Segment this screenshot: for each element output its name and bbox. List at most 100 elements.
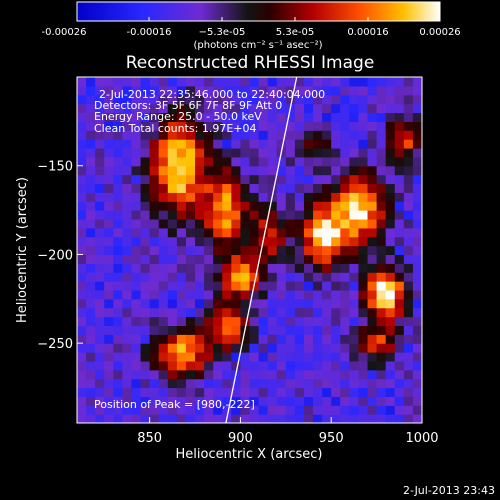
heatmap-cell (95, 263, 105, 273)
heatmap-cell (285, 369, 296, 380)
heatmap-cell (213, 192, 223, 202)
heatmap-cell (267, 147, 278, 158)
heatmap-cell (122, 218, 133, 229)
heatmap-cell (167, 334, 178, 344)
heatmap-cell (313, 414, 323, 423)
heatmap-cell (140, 139, 151, 149)
heatmap-cell (122, 147, 133, 158)
heatmap-cell (249, 147, 260, 158)
heatmap-cell (77, 325, 87, 335)
heatmap-cell (394, 325, 405, 335)
heatmap-cell (340, 139, 350, 149)
heatmap-cell (113, 272, 123, 282)
heatmap-cell (131, 254, 142, 264)
heatmap-cell (158, 325, 169, 335)
heatmap-cell (240, 387, 251, 397)
heatmap-cell (213, 85, 223, 96)
heatmap-cell (331, 183, 341, 193)
heatmap-cell (213, 77, 223, 87)
heatmap-cell (340, 227, 350, 238)
heatmap-cell (86, 210, 96, 220)
heatmap-cell (149, 77, 160, 87)
heatmap-cell (131, 85, 142, 96)
heatmap-cell (340, 289, 350, 300)
heatmap-cell (394, 227, 405, 238)
heatmap-cell (313, 245, 323, 256)
heatmap-cell (113, 147, 123, 158)
heatmap-cell (231, 281, 242, 291)
heatmap-cell (349, 85, 360, 96)
heatmap-cell (358, 165, 369, 176)
heatmap-cell (367, 165, 378, 176)
heatmap-cell (276, 378, 287, 389)
heatmap-cell (131, 112, 142, 122)
heatmap-cell (158, 183, 169, 193)
heatmap-cell (149, 378, 160, 389)
heatmap-cell (240, 147, 251, 158)
heatmap-cell (349, 414, 360, 423)
heatmap-cell (322, 192, 332, 202)
heatmap-cell (131, 396, 142, 406)
heatmap-cell (285, 245, 296, 256)
heatmap-cell (213, 121, 223, 131)
heatmap-cell (394, 77, 405, 87)
heatmap-cell (349, 254, 360, 264)
heatmap-cell (340, 378, 350, 389)
annotation-clean-counts: Clean Total counts: 1.97E+04 (94, 122, 257, 135)
heatmap-cell (340, 298, 350, 309)
heatmap-cell (140, 254, 151, 264)
heatmap-cell (367, 218, 378, 229)
heatmap-cell (231, 387, 242, 397)
heatmap-cell (95, 236, 105, 247)
heatmap-cell (303, 414, 314, 423)
heatmap-cell (276, 387, 287, 397)
heatmap-cell (231, 121, 242, 131)
heatmap-cell (195, 325, 205, 335)
heatmap-cell (385, 147, 396, 158)
heatmap-cell (122, 130, 133, 140)
heatmap-cell (167, 112, 178, 122)
heatmap-cell (294, 85, 305, 96)
heatmap-cell (349, 396, 360, 406)
heatmap-cell (303, 227, 314, 238)
heatmap-cell (412, 360, 422, 371)
heatmap-cell (86, 298, 96, 309)
heatmap-cell (258, 130, 269, 140)
heatmap-cell (131, 325, 142, 335)
heatmap-cell (131, 245, 142, 256)
heatmap-cell (322, 396, 332, 406)
heatmap-cell (77, 174, 87, 185)
heatmap-cell (394, 272, 405, 282)
heatmap-cell (303, 289, 314, 300)
heatmap-cell (376, 77, 387, 87)
heatmap-cell (331, 360, 341, 371)
heatmap-cell (113, 254, 123, 264)
heatmap-cell (403, 210, 414, 220)
heatmap-cell (376, 316, 387, 327)
heatmap-cell (331, 343, 341, 353)
heatmap-image (77, 77, 422, 423)
heatmap-cell (122, 281, 133, 291)
heatmap-cell (213, 387, 223, 397)
heatmap-cell (367, 307, 378, 318)
heatmap-cell (349, 103, 360, 114)
heatmap-cell (195, 139, 205, 149)
heatmap-cell (176, 343, 187, 353)
heatmap-cell (113, 103, 123, 114)
heatmap-cell (77, 77, 87, 87)
heatmap-cell (285, 307, 296, 318)
heatmap-cell (176, 139, 187, 149)
heatmap-cell (394, 103, 405, 114)
heatmap-cell (204, 112, 214, 122)
heatmap-cell (294, 405, 305, 415)
heatmap-cell (285, 272, 296, 282)
heatmap-cell (104, 378, 114, 389)
heatmap-cell (376, 360, 387, 371)
heatmap-cell (276, 334, 287, 344)
heatmap-cell (104, 360, 114, 371)
heatmap-cell (303, 77, 314, 87)
heatmap-cell (249, 334, 260, 344)
heatmap-cell (240, 103, 251, 114)
heatmap-cell (249, 405, 260, 415)
heatmap-cell (158, 210, 169, 220)
